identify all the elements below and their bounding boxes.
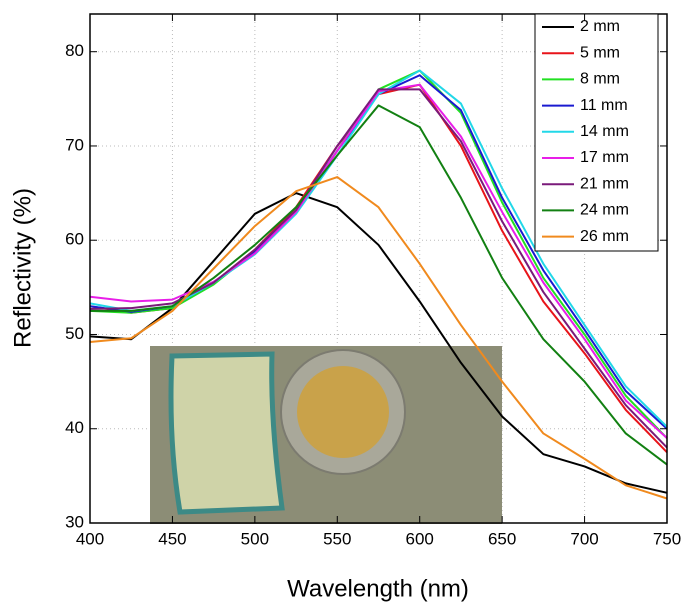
x-tick-label: 550 (323, 529, 351, 548)
x-tick-label: 450 (158, 529, 186, 548)
legend-label: 14 mm (580, 123, 629, 140)
legend-label: 2 mm (580, 18, 620, 35)
legend-label: 11 mm (580, 97, 628, 114)
legend-label: 5 mm (580, 44, 620, 61)
x-tick-label: 500 (241, 529, 269, 548)
x-tick-label: 650 (488, 529, 516, 548)
series-line (89, 192, 668, 494)
x-tick-label: 700 (570, 529, 598, 548)
photo-coin-center (297, 366, 389, 458)
y-tick-label: 70 (65, 135, 84, 154)
legend-label: 21 mm (580, 175, 629, 192)
x-tick-label: 600 (406, 529, 434, 548)
y-tick-label: 30 (65, 512, 84, 531)
y-axis-title: Reflectivity (%) (9, 188, 36, 348)
legend-label: 26 mm (580, 228, 629, 245)
y-tick-label: 50 (65, 324, 84, 343)
series-line (89, 83, 668, 439)
y-tick-label: 60 (65, 230, 84, 249)
photo-sample (168, 351, 285, 515)
x-tick-label: 400 (76, 529, 104, 548)
series-line (89, 176, 668, 500)
legend-label: 17 mm (580, 149, 629, 166)
series-line (89, 69, 668, 428)
lines (89, 69, 668, 500)
x-tick-label: 750 (653, 529, 681, 548)
x-axis-title: Wavelength (nm) (287, 575, 469, 602)
legend-label: 24 mm (580, 202, 629, 219)
plot-frame (89, 13, 668, 524)
y-tick-label: 40 (65, 418, 84, 437)
y-tick-label: 80 (65, 41, 84, 60)
inset-photo (150, 346, 502, 524)
legend-label: 8 mm (580, 71, 620, 88)
